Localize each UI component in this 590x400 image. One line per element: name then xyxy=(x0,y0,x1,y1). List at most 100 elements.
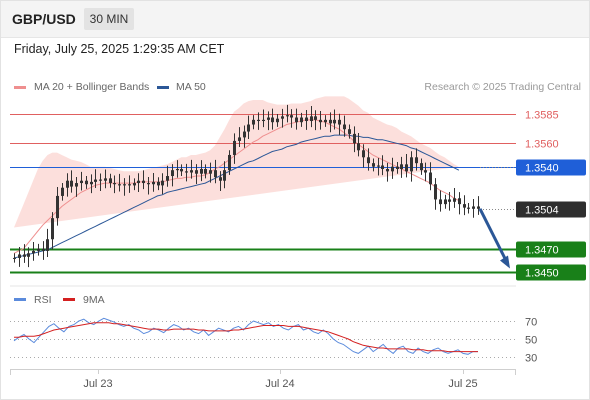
candle-body xyxy=(180,169,183,172)
level-label-1.3560: 1.3560 xyxy=(525,139,559,151)
candle-body xyxy=(329,119,332,124)
candle-body xyxy=(310,116,313,122)
candle-body xyxy=(424,170,427,173)
candle-body xyxy=(18,254,21,258)
candle-body xyxy=(161,180,164,186)
rsi-legend-swatch xyxy=(14,298,26,301)
level-tag-1.3470 xyxy=(516,241,586,258)
candle-body xyxy=(319,119,322,123)
candle-body xyxy=(353,133,356,144)
candle-body xyxy=(429,172,432,185)
candle-body xyxy=(463,204,466,208)
candle-body xyxy=(257,119,260,122)
x-tick-label: Jul 23 xyxy=(83,378,112,390)
projection-arrowhead xyxy=(500,255,510,269)
level-label-1.3504: 1.3504 xyxy=(525,205,559,217)
candle-body xyxy=(472,206,475,209)
candle-body xyxy=(113,183,116,185)
candle-body xyxy=(357,143,360,151)
candle-body xyxy=(176,169,179,171)
candle-body xyxy=(190,170,193,173)
x-tick-label: Jul 25 xyxy=(448,378,477,390)
candle-body xyxy=(362,150,365,158)
projection-arrow xyxy=(478,208,509,264)
ma50-line xyxy=(13,134,460,259)
candle-body xyxy=(61,187,64,196)
candle-body xyxy=(434,184,437,200)
rsi-tick-label: 70 xyxy=(525,317,537,329)
rsi-ma-legend-swatch xyxy=(63,298,75,301)
candle-body xyxy=(396,166,399,170)
ma20-legend-label: MA 20 + Bollinger Bands xyxy=(34,81,150,93)
bollinger-band xyxy=(14,96,459,228)
chart-header: GBP/USD 30 MIN xyxy=(1,1,589,38)
candle-body xyxy=(410,157,413,172)
candle-body xyxy=(458,198,461,205)
rsi-ma-legend-label: 9MA xyxy=(83,294,105,306)
candle-body xyxy=(23,254,26,257)
candle-body xyxy=(314,116,317,120)
candle-body xyxy=(247,124,250,132)
level-tag-1.3450 xyxy=(516,264,586,281)
candle-body xyxy=(367,157,370,164)
candle-body xyxy=(271,117,274,123)
candle-body xyxy=(200,169,203,174)
candle-body xyxy=(142,180,145,184)
candle-body xyxy=(295,117,298,123)
candle-body xyxy=(300,117,303,123)
x-tick-label: Jul 24 xyxy=(265,378,294,390)
candle-body xyxy=(27,253,30,257)
chart-datetime: Friday, July 25, 2025 1:29:35 AM CET xyxy=(14,42,225,56)
candle-body xyxy=(85,180,88,185)
candle-body xyxy=(209,170,212,174)
candle-body xyxy=(444,199,447,205)
candle-body xyxy=(99,179,102,181)
level-label-1.3450: 1.3450 xyxy=(525,268,559,280)
candle-body xyxy=(90,181,93,185)
timeframe-button[interactable]: 30 MIN xyxy=(84,8,134,30)
candle-body xyxy=(185,171,188,173)
candle-body xyxy=(204,169,207,174)
candle-body xyxy=(477,206,480,209)
rsi-tick-label: 30 xyxy=(525,353,537,365)
candle-body xyxy=(377,165,380,167)
candle-body xyxy=(104,178,107,181)
candle-body xyxy=(166,176,169,181)
candle-body xyxy=(391,166,394,172)
candle-body xyxy=(123,184,126,186)
rsi-legend-label: RSI xyxy=(34,294,52,306)
chart-credit: Research © 2025 Trading Central xyxy=(424,81,581,93)
candle-body xyxy=(262,119,265,122)
candle-body xyxy=(157,181,160,186)
candle-body xyxy=(343,124,346,130)
ma50-legend-label: MA 50 xyxy=(176,81,206,93)
candle-body xyxy=(94,179,97,182)
candle-body xyxy=(219,177,222,181)
candle-body xyxy=(276,118,279,123)
candle-body xyxy=(386,169,389,172)
candle-body xyxy=(348,129,351,134)
candle-body xyxy=(400,164,403,170)
candle-body xyxy=(439,199,442,205)
candle-body xyxy=(118,184,121,186)
level-label-1.3585: 1.3585 xyxy=(525,110,559,122)
candle-body xyxy=(37,248,40,251)
candle-body xyxy=(405,164,408,172)
candle-body xyxy=(46,239,49,251)
candle-body xyxy=(128,184,131,186)
candle-body xyxy=(281,116,284,119)
candle-body xyxy=(66,180,69,188)
level-label-1.3470: 1.3470 xyxy=(525,245,559,257)
candle-body xyxy=(70,180,73,187)
rsi-ma-line xyxy=(14,322,478,353)
candle-body xyxy=(56,195,59,219)
candle-body xyxy=(381,165,384,170)
ma20-legend-swatch xyxy=(14,86,26,89)
candle-body xyxy=(137,180,140,184)
candle-body xyxy=(448,199,451,202)
candle-body xyxy=(333,119,336,124)
rsi-tick-label: 50 xyxy=(525,335,537,347)
candle-body xyxy=(252,119,255,125)
candle-body xyxy=(152,181,155,185)
